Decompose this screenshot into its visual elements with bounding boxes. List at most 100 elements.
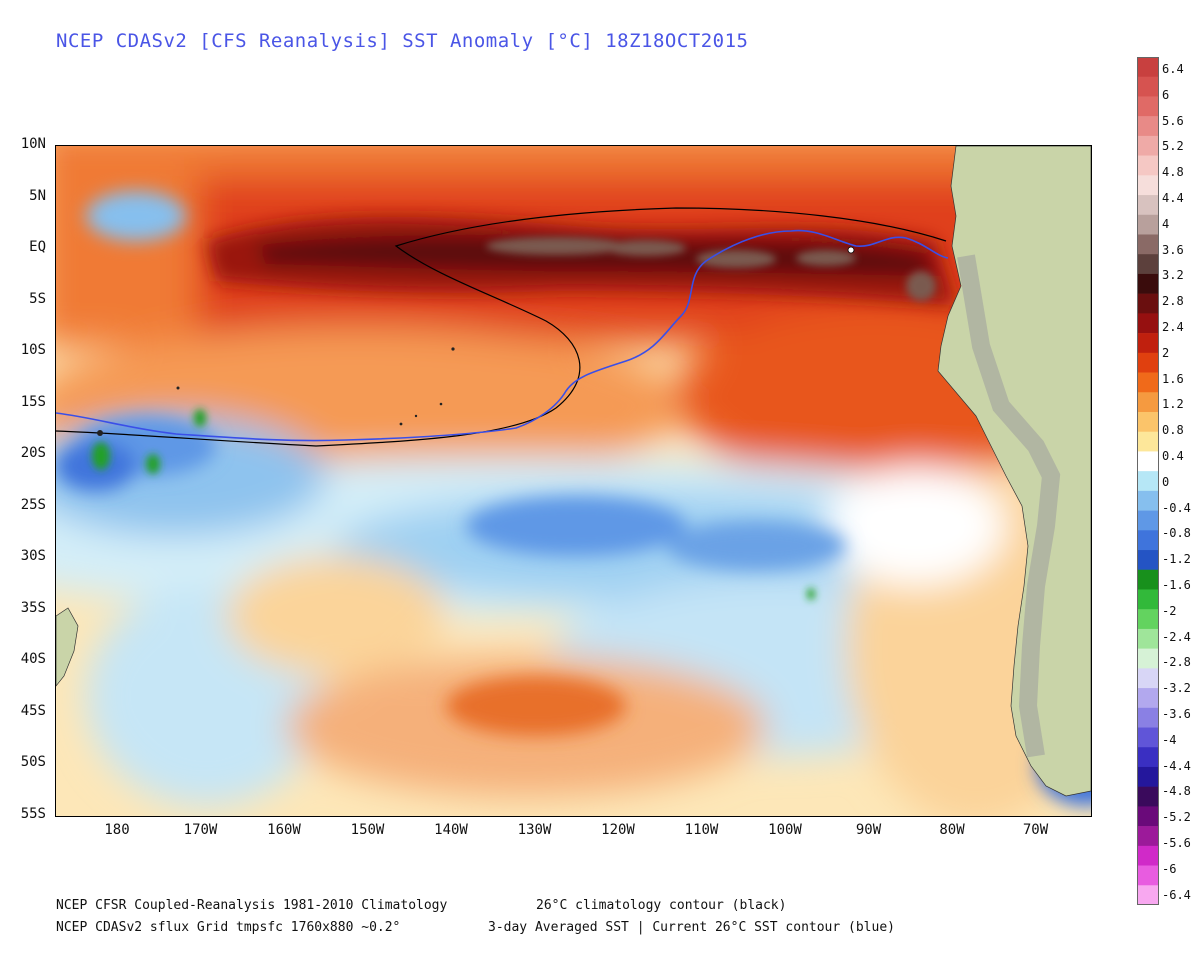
- colorbar-swatch: [1137, 727, 1159, 748]
- colorbar-swatch: [1137, 352, 1159, 373]
- colorbar-swatch: [1137, 195, 1159, 216]
- colorbar-swatch: [1137, 273, 1159, 294]
- anomaly-field: [56, 146, 1091, 816]
- lon-label: 130W: [517, 822, 552, 838]
- lat-label: 40S: [20, 651, 46, 667]
- lat-label: 35S: [20, 599, 46, 616]
- colorbar-label: -3.6: [1162, 707, 1191, 721]
- lon-label: 120W: [601, 822, 635, 838]
- lon-label: 160W: [267, 822, 301, 838]
- map-title: NCEP CDASv2 [CFS Reanalysis] SST Anomaly…: [56, 30, 749, 52]
- lat-label: 45S: [20, 702, 46, 719]
- lon-label: 140W: [434, 822, 468, 838]
- lat-label: 55S: [20, 805, 46, 822]
- colorbar-swatch: [1137, 648, 1159, 669]
- lon-label: 90W: [855, 822, 882, 838]
- colorbar-label: 1.6: [1162, 371, 1184, 386]
- colorbar-label: -1.2: [1162, 552, 1191, 567]
- colorbar-swatch: [1137, 411, 1159, 432]
- footer-current-contour: 3-day Averaged SST | Current 26°C SST co…: [488, 920, 895, 935]
- lat-label: 5N: [29, 187, 46, 204]
- lat-label: 50S: [20, 754, 46, 770]
- colorbar-border: [1137, 57, 1159, 905]
- colorbar-swatch: [1137, 490, 1159, 511]
- colorbar-swatch: [1137, 214, 1159, 235]
- colorbar-swatch: [1137, 530, 1159, 551]
- colorbar-label: -6: [1162, 861, 1177, 876]
- colorbar-swatch: [1137, 845, 1159, 866]
- colorbar-label: -5.2: [1162, 810, 1191, 825]
- lat-label: 20S: [20, 445, 46, 461]
- lat-label: EQ: [29, 239, 46, 255]
- colorbar-label: 1.2: [1162, 397, 1184, 412]
- lon-label: 170W: [183, 822, 218, 838]
- colorbar-label: -5.6: [1162, 836, 1191, 850]
- colorbar-label: 5.6: [1162, 113, 1184, 128]
- colorbar-label: 5.2: [1162, 139, 1184, 154]
- colorbar-swatch: [1137, 826, 1159, 847]
- lat-label: 30S: [20, 548, 46, 564]
- colorbar-label: 2.8: [1162, 294, 1184, 309]
- colorbar-swatch: [1137, 155, 1159, 176]
- colorbar-label: -2.4: [1162, 629, 1191, 644]
- colorbar-swatch: [1137, 293, 1159, 314]
- sst-anomaly-map: [55, 145, 1092, 817]
- colorbar-swatch: [1137, 609, 1159, 630]
- colorbar-label: -2.8: [1162, 655, 1191, 670]
- colorbar-swatch: [1137, 333, 1159, 354]
- colorbar-label: -2: [1162, 603, 1177, 618]
- climatology-contour-line: [56, 207, 947, 447]
- colorbar-label: -4.4: [1162, 758, 1191, 773]
- colorbar-swatch: [1137, 885, 1159, 905]
- colorbar-label: -0.4: [1162, 500, 1191, 515]
- footer-grid-source: NCEP CDASv2 sflux Grid tmpsfc 1760x880 ~…: [56, 920, 401, 935]
- colorbar-label: -3.2: [1162, 681, 1191, 696]
- colorbar-swatch: [1137, 766, 1159, 787]
- colorbar: [1137, 57, 1159, 905]
- colorbar-swatch: [1137, 392, 1159, 413]
- colorbar-swatch: [1137, 628, 1159, 649]
- colorbar-label: 4.8: [1162, 165, 1184, 180]
- lon-label: 70W: [1022, 822, 1049, 838]
- lat-label: 10N: [20, 136, 46, 152]
- colorbar-swatch: [1137, 313, 1159, 334]
- colorbar-label: 3.6: [1162, 242, 1184, 257]
- colorbar-swatch: [1137, 451, 1159, 472]
- colorbar-swatch: [1137, 707, 1159, 728]
- colorbar-label: 6.4: [1162, 62, 1184, 76]
- colorbar-swatch: [1137, 116, 1159, 137]
- lat-label: 15S: [20, 393, 46, 410]
- colorbar-swatch: [1137, 589, 1159, 610]
- colorbar-swatch: [1137, 747, 1159, 768]
- colorbar-swatch: [1137, 510, 1159, 531]
- colorbar-label: -6.4: [1162, 887, 1191, 902]
- colorbar-label: 4: [1162, 216, 1170, 231]
- colorbar-swatch: [1137, 372, 1159, 393]
- pacific-islands: [97, 246, 855, 436]
- colorbar-swatch: [1137, 76, 1159, 97]
- lon-label: 110W: [684, 822, 719, 838]
- colorbar-label: 2.4: [1162, 320, 1184, 334]
- footer-climatology-source: NCEP CFSR Coupled-Reanalysis 1981-2010 C…: [56, 898, 448, 913]
- andes-relief: [957, 254, 1061, 758]
- colorbar-swatch: [1137, 786, 1159, 807]
- colorbar-swatch: [1137, 550, 1159, 571]
- colorbar-swatch: [1137, 688, 1159, 709]
- colorbar-swatch: [1137, 175, 1159, 196]
- colorbar-swatch: [1137, 865, 1159, 886]
- lon-label: 180: [104, 822, 130, 838]
- lon-label: 100W: [768, 822, 802, 838]
- lat-label: 5S: [29, 290, 46, 307]
- colorbar-swatch: [1137, 806, 1159, 827]
- colorbar-label: 6: [1162, 87, 1170, 102]
- colorbar-swatch: [1137, 135, 1159, 156]
- colorbar-swatch: [1137, 569, 1159, 590]
- colorbar-label: 0: [1162, 474, 1170, 489]
- colorbar-label: -4: [1162, 732, 1177, 747]
- colorbar-label: 3.2: [1162, 268, 1184, 283]
- colorbar-label: -0.8: [1162, 526, 1191, 541]
- new-zealand-land: [56, 607, 79, 687]
- colorbar-label: -1.6: [1162, 578, 1191, 592]
- colorbar-label: 0.8: [1162, 423, 1184, 438]
- colorbar-label: 4.4: [1162, 191, 1184, 205]
